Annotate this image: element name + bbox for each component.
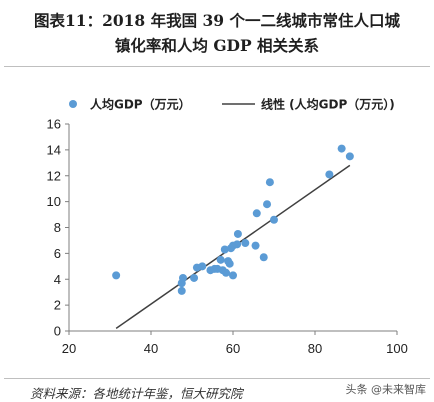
figure-title: 图表11：2018 年我国 39 个一二线城市常住人口城 镇化率和人均 GDP … [0,8,434,58]
y-tick-label: 12 [47,168,61,183]
figure-title-line-2: 镇化率和人均 GDP 相关关系 [114,36,320,55]
data-point [216,255,225,264]
data-point [190,273,199,282]
x-tick-label: 40 [144,341,158,356]
data-point [177,286,186,295]
data-point [337,144,346,153]
legend-marker-scatter [69,100,77,108]
x-tick-label: 100 [386,341,408,356]
data-point [198,262,207,271]
x-tick-label: 20 [62,341,76,356]
y-tick-label: 8 [54,220,61,235]
data-point [233,240,242,249]
data-point [265,178,274,187]
legend-label-scatter: 人均GDP（万元） [90,97,191,112]
y-tick-label: 0 [54,324,61,339]
y-tick-label: 16 [47,117,61,132]
y-tick-label: 14 [47,142,61,157]
data-point [112,271,121,280]
data-point [345,152,354,161]
source-note: 资料来源：各地统计年鉴，恒大研究院 [30,386,243,401]
x-tick-label: 80 [308,341,322,356]
y-tick-label: 2 [54,298,61,313]
data-point [270,215,278,224]
source-divider [4,378,430,379]
x-tick-label: 60 [226,341,240,356]
legend: 人均GDP（万元） 线性 (人均GDP（万元）) [69,97,395,112]
y-tick-label: 4 [54,272,61,287]
data-point [222,268,231,277]
figure-title-line-1: 图表11：2018 年我国 39 个一二线城市常住人口城 [34,11,400,30]
data-point [259,253,268,262]
data-point [325,170,334,179]
legend-label-trend: 线性 (人均GDP（万元）) [261,97,395,112]
data-point [263,200,272,209]
data-point [233,229,242,238]
data-point [225,259,234,268]
title-divider [4,66,430,67]
data-point [241,239,250,248]
y-tick-label: 10 [47,194,61,209]
data-point [252,209,261,218]
data-points [112,144,354,295]
scatter-chart: 人均GDP（万元） 线性 (人均GDP（万元）) 0 2 4 6 8 10 12 14 16 20 4… [47,97,408,357]
data-point [178,273,187,282]
data-point [220,245,229,254]
axes: 0 2 4 6 8 10 12 14 16 20 40 60 80 100 [47,117,408,357]
watermark: 头条 @未来智库 [343,381,428,397]
data-point [251,241,260,250]
y-tick-label: 6 [54,246,61,261]
data-point [229,271,237,280]
